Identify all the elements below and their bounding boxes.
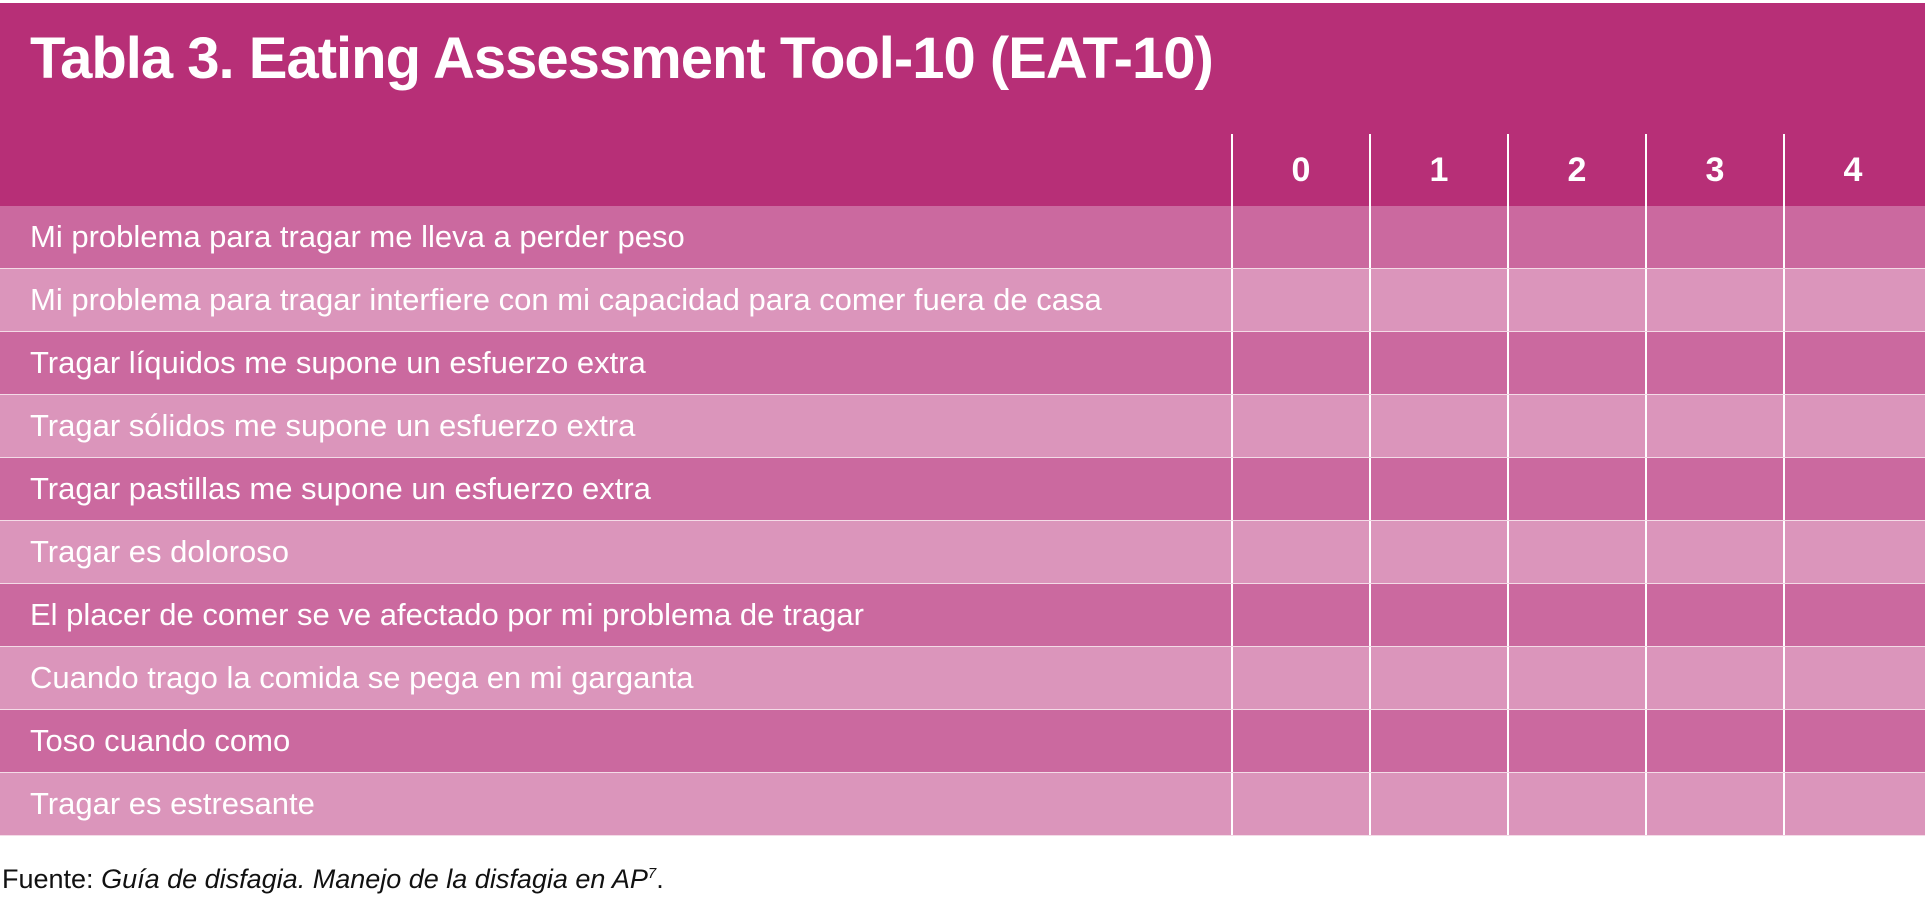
row-question: Mi problema para tragar me lleva a perde… — [30, 219, 685, 254]
score-cell-3[interactable] — [1645, 206, 1783, 268]
footer-superscript: 7 — [647, 865, 657, 882]
score-cell-0[interactable] — [1231, 710, 1369, 772]
score-cell-4[interactable] — [1783, 206, 1921, 268]
score-cell-3[interactable] — [1645, 584, 1783, 646]
score-cell-2[interactable] — [1507, 647, 1645, 709]
table-header: Tabla 3. Eating Assessment Tool-10 (EAT-… — [0, 3, 1925, 206]
score-cell-4[interactable] — [1783, 458, 1921, 520]
score-cell-0[interactable] — [1231, 773, 1369, 835]
score-cell-0[interactable] — [1231, 395, 1369, 457]
score-header-row: 0 1 2 3 4 — [1231, 134, 1921, 206]
score-cell-2[interactable] — [1507, 521, 1645, 583]
score-cell-0[interactable] — [1231, 647, 1369, 709]
score-cell-1[interactable] — [1369, 458, 1507, 520]
score-cell-0[interactable] — [1231, 269, 1369, 331]
score-cell-3[interactable] — [1645, 395, 1783, 457]
score-header-3: 3 — [1645, 134, 1783, 206]
score-cell-2[interactable] — [1507, 458, 1645, 520]
score-cell-2[interactable] — [1507, 584, 1645, 646]
score-cell-1[interactable] — [1369, 521, 1507, 583]
table-row: Tragar es estresante — [0, 773, 1925, 836]
table-row: El placer de comer se ve afectado por mi… — [0, 584, 1925, 647]
score-cell-0[interactable] — [1231, 332, 1369, 394]
score-cell-0[interactable] — [1231, 458, 1369, 520]
score-cell-0[interactable] — [1231, 206, 1369, 268]
score-header-0: 0 — [1231, 134, 1369, 206]
table-row: Tragar líquidos me supone un esfuerzo ex… — [0, 332, 1925, 395]
score-cell-2[interactable] — [1507, 332, 1645, 394]
footer-prefix: Fuente: — [2, 864, 102, 894]
score-cell-3[interactable] — [1645, 458, 1783, 520]
table-title: Tabla 3. Eating Assessment Tool-10 (EAT-… — [30, 26, 1214, 91]
score-cell-4[interactable] — [1783, 395, 1921, 457]
table-row: Tragar pastillas me supone un esfuerzo e… — [0, 458, 1925, 521]
table-row: Mi problema para tragar me lleva a perde… — [0, 206, 1925, 269]
score-cell-2[interactable] — [1507, 269, 1645, 331]
row-question: Tragar líquidos me supone un esfuerzo ex… — [30, 345, 646, 380]
table-body: Mi problema para tragar me lleva a perde… — [0, 206, 1925, 836]
score-cell-1[interactable] — [1369, 710, 1507, 772]
table-row: Mi problema para tragar interfiere con m… — [0, 269, 1925, 332]
row-question: Tragar pastillas me supone un esfuerzo e… — [30, 471, 651, 506]
score-cell-1[interactable] — [1369, 584, 1507, 646]
score-cell-2[interactable] — [1507, 206, 1645, 268]
row-question: Tragar es estresante — [30, 786, 315, 821]
score-header-1: 1 — [1369, 134, 1507, 206]
score-cell-0[interactable] — [1231, 521, 1369, 583]
score-cell-1[interactable] — [1369, 269, 1507, 331]
row-question: Toso cuando como — [30, 723, 291, 758]
row-question: Mi problema para tragar interfiere con m… — [30, 282, 1102, 317]
row-question: Tragar sólidos me supone un esfuerzo ext… — [30, 408, 636, 443]
score-cell-1[interactable] — [1369, 773, 1507, 835]
score-cell-4[interactable] — [1783, 584, 1921, 646]
score-cell-3[interactable] — [1645, 710, 1783, 772]
score-cell-4[interactable] — [1783, 521, 1921, 583]
table-row: Cuando trago la comida se pega en mi gar… — [0, 647, 1925, 710]
score-cell-4[interactable] — [1783, 647, 1921, 709]
score-cell-3[interactable] — [1645, 521, 1783, 583]
score-cell-1[interactable] — [1369, 206, 1507, 268]
score-cell-1[interactable] — [1369, 395, 1507, 457]
score-cell-1[interactable] — [1369, 332, 1507, 394]
score-cell-4[interactable] — [1783, 269, 1921, 331]
score-cell-4[interactable] — [1783, 332, 1921, 394]
score-cell-3[interactable] — [1645, 332, 1783, 394]
row-question: Cuando trago la comida se pega en mi gar… — [30, 660, 694, 695]
row-question: Tragar es doloroso — [30, 534, 290, 569]
table-row: Tragar es doloroso — [0, 521, 1925, 584]
footer-source: Guía de disfagia. Manejo de la disfagia … — [101, 864, 648, 894]
score-header-4: 4 — [1783, 134, 1921, 206]
row-question: El placer de comer se ve afectado por mi… — [30, 597, 864, 632]
score-cell-1[interactable] — [1369, 647, 1507, 709]
score-cell-4[interactable] — [1783, 773, 1921, 835]
table-row: Tragar sólidos me supone un esfuerzo ext… — [0, 395, 1925, 458]
score-cell-4[interactable] — [1783, 710, 1921, 772]
score-cell-3[interactable] — [1645, 773, 1783, 835]
score-cell-3[interactable] — [1645, 269, 1783, 331]
footer-suffix: . — [656, 864, 664, 894]
score-cell-0[interactable] — [1231, 584, 1369, 646]
source-footnote: Fuente: Guía de disfagia. Manejo de la d… — [2, 864, 664, 895]
score-header-2: 2 — [1507, 134, 1645, 206]
table-row: Toso cuando como — [0, 710, 1925, 773]
score-cell-2[interactable] — [1507, 710, 1645, 772]
score-cell-2[interactable] — [1507, 395, 1645, 457]
score-cell-3[interactable] — [1645, 647, 1783, 709]
score-cell-2[interactable] — [1507, 773, 1645, 835]
eat10-table: Tabla 3. Eating Assessment Tool-10 (EAT-… — [0, 3, 1925, 836]
